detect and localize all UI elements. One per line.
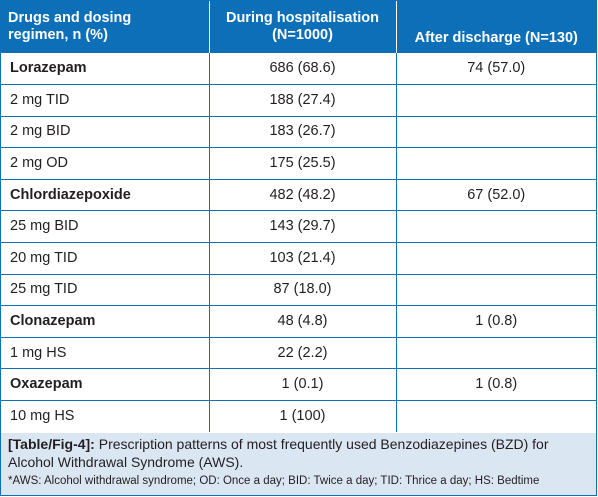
cell-after: [395, 242, 596, 275]
table-row-dose: 1 mg HS 22 (2.2): [1, 336, 596, 369]
cell-after: 1 (0.8): [395, 305, 596, 338]
cell-during: 143 (29.7): [208, 210, 396, 243]
header-drugs: Drugs and dosing regimen, n (%): [1, 1, 209, 53]
table-row-dose: 2 mg BID 183 (26.7): [1, 115, 596, 148]
cell-drug: 25 mg BID: [1, 210, 209, 243]
cell-after: [395, 336, 596, 369]
cell-during: 87 (18.0): [208, 273, 396, 306]
header-after-line-1: After discharge (N=130): [414, 29, 578, 46]
caption-main: [Table/Fig-4]: Prescription patterns of …: [8, 436, 591, 471]
cell-after: [395, 400, 596, 433]
cell-drug: 2 mg TID: [1, 84, 209, 117]
header-during-line-1: During hospitalisation: [225, 10, 380, 26]
header-row: Drugs and dosing regimen, n (%) During h…: [1, 1, 596, 53]
table-row-drug: Chlordiazepoxide 482 (48.2) 67 (52.0): [1, 178, 596, 211]
cell-after: 1 (0.8): [395, 368, 596, 401]
cell-after: [395, 147, 596, 180]
cell-during: 103 (21.4): [208, 242, 396, 275]
table-row-drug: Lorazepam 686 (68.6) 74 (57.0): [1, 53, 596, 85]
cell-drug: 1 mg HS: [1, 336, 209, 369]
table-row-dose: 10 mg HS 1 (100): [1, 400, 596, 433]
caption-footnote: *AWS: Alcohol withdrawal syndrome; OD: O…: [8, 475, 540, 487]
cell-after: [395, 115, 596, 148]
cell-after: [395, 84, 596, 117]
cell-drug: Clonazepam: [1, 305, 209, 338]
cell-after: 74 (57.0): [395, 53, 596, 85]
cell-during: 183 (26.7): [208, 115, 396, 148]
cell-drug: 2 mg BID: [1, 115, 209, 148]
table-row-drug: Clonazepam 48 (4.8) 1 (0.8): [1, 305, 596, 338]
table-row-drug: Oxazepam 1 (0.1) 1 (0.8): [1, 368, 596, 401]
cell-during: 22 (2.2): [208, 336, 396, 369]
cell-drug: Lorazepam: [10, 60, 87, 77]
cell-drug: Chlordiazepoxide: [1, 178, 209, 211]
cell-during: 1 (100): [208, 400, 396, 433]
caption-text: Prescription patterns of most frequently…: [8, 436, 549, 470]
table-row-dose: 2 mg OD 175 (25.5): [1, 147, 596, 180]
cell-drug: 25 mg TID: [1, 273, 209, 306]
header-after: After discharge (N=130): [395, 1, 596, 53]
cell-drug: Oxazepam: [1, 368, 209, 401]
cell-during: 482 (48.2): [208, 178, 396, 211]
header-during-line-2: (N=1000): [272, 27, 333, 43]
prescription-table: Drugs and dosing regimen, n (%) During h…: [1, 1, 596, 433]
cell-after: [395, 273, 596, 306]
figure-caption: [Table/Fig-4]: Prescription patterns of …: [1, 433, 596, 495]
table-row-dose: 25 mg BID 143 (29.7): [1, 210, 596, 243]
cell-during: 686 (68.6): [208, 53, 396, 85]
cell-after: [395, 210, 596, 243]
table-body: Lorazepam 686 (68.6) 74 (57.0) 2 mg TID 188 …: [1, 53, 596, 433]
header-drugs-line-2: regimen, n (%): [8, 27, 108, 43]
cell-during: 188 (27.4): [208, 84, 396, 117]
cell-during: 1 (0.1): [208, 368, 396, 401]
cell-drug: 2 mg OD: [1, 147, 209, 180]
table-row-dose: 25 mg TID 87 (18.0): [1, 273, 596, 306]
cell-drug: 10 mg HS: [1, 400, 209, 433]
header-during: During hospitalisation (N=1000): [208, 1, 396, 53]
cell-drug: 20 mg TID: [1, 242, 209, 275]
cell-during: 48 (4.8): [208, 305, 396, 338]
table-row-dose: 20 mg TID 103 (21.4): [1, 242, 596, 275]
caption-ref: [Table/Fig-4]:: [8, 436, 95, 452]
header-drugs-line-1: Drugs and dosing: [8, 10, 132, 26]
table-row-dose: 2 mg TID 188 (27.4): [1, 84, 596, 117]
cell-during: 175 (25.5): [208, 147, 396, 180]
cell-after: 67 (52.0): [395, 178, 596, 211]
